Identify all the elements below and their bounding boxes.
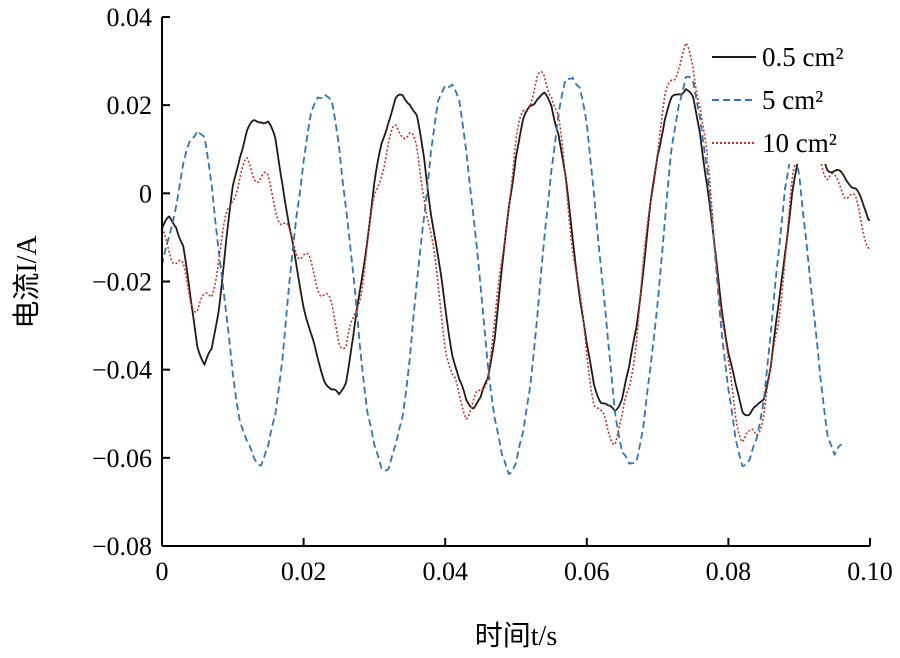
x-tick-label: 0 <box>156 557 169 586</box>
x-tick-label: 0.06 <box>564 557 610 586</box>
y-tick-label: 0.04 <box>107 3 153 32</box>
series-line <box>161 42 871 446</box>
legend-label: 0.5 cm² <box>762 42 844 72</box>
x-axis-label: 时间t/s <box>475 620 557 652</box>
y-tick-label: −0.08 <box>92 532 152 561</box>
legend: 0.5 cm² 5 cm² 10 cm² <box>708 34 868 164</box>
series-line <box>161 75 843 476</box>
y-tick-label: −0.04 <box>92 356 152 385</box>
x-tick-label: 0.04 <box>422 557 468 586</box>
series-line <box>161 88 871 417</box>
x-tick-label: 0.10 <box>847 557 893 586</box>
legend-label: 5 cm² <box>762 85 823 115</box>
x-tick-label: 0.08 <box>706 557 752 586</box>
y-axis-label: 电流I/A <box>11 235 43 329</box>
y-tick-label: 0 <box>139 179 152 208</box>
legend-label: 10 cm² <box>762 128 837 158</box>
y-tick-label: −0.06 <box>92 444 152 473</box>
y-tick-label: 0.02 <box>107 91 153 120</box>
y-tick-label: −0.02 <box>92 268 152 297</box>
plot-lines <box>161 42 871 476</box>
x-tick-label: 0.02 <box>281 557 327 586</box>
ticks: 0 0.02 0.04 0.06 0.08 0.10 0.04 0.02 0 −0.02 −0.04… <box>92 3 893 586</box>
